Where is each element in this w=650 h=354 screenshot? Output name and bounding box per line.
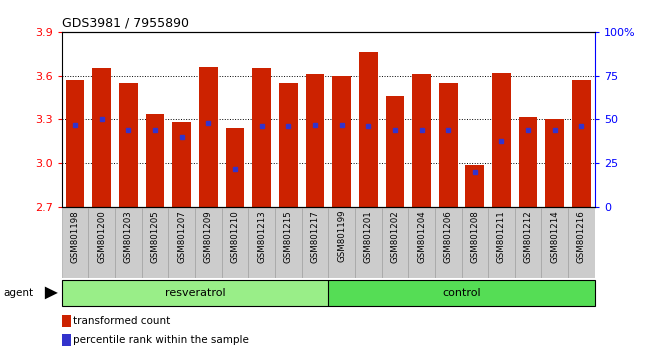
Bar [382,208,408,278]
Text: GSM801211: GSM801211 [497,210,506,263]
Bar [328,208,355,278]
Bar [62,208,88,278]
Text: transformed count: transformed count [73,316,171,326]
Bar [252,68,271,207]
Bar [492,73,511,207]
Bar [275,208,302,278]
Bar [146,114,164,207]
Bar [199,67,218,207]
Bar [465,165,484,207]
Bar [328,280,595,306]
Text: GSM801204: GSM801204 [417,210,426,263]
Bar [572,80,591,207]
Bar [545,120,564,207]
Text: GSM801207: GSM801207 [177,210,186,263]
Text: GSM801216: GSM801216 [577,210,586,263]
Bar [168,208,195,278]
Bar [435,208,462,278]
Text: GSM801217: GSM801217 [311,210,319,263]
Text: GSM801201: GSM801201 [364,210,372,263]
Bar [439,83,458,207]
Text: GSM801213: GSM801213 [257,210,266,263]
Bar [248,208,275,278]
Bar [462,208,488,278]
Bar [568,208,595,278]
Text: GSM801209: GSM801209 [204,210,213,263]
Text: GSM801205: GSM801205 [151,210,159,263]
Bar [66,80,84,207]
Bar [408,208,435,278]
Bar [172,122,191,207]
Text: GSM801200: GSM801200 [98,210,106,263]
Bar [355,208,382,278]
Bar [385,96,404,207]
Text: agent: agent [3,288,33,298]
Bar [279,83,298,207]
Bar [142,208,168,278]
Bar [515,208,541,278]
Text: GSM801203: GSM801203 [124,210,133,263]
Text: GSM801206: GSM801206 [444,210,452,263]
Bar [359,52,378,207]
Text: GSM801199: GSM801199 [337,210,346,262]
Text: control: control [442,288,481,298]
Bar [92,68,111,207]
Bar [88,208,115,278]
Bar [62,315,71,327]
Text: GSM801198: GSM801198 [71,210,79,263]
Bar [306,74,324,207]
Bar [541,208,568,278]
Text: GSM801214: GSM801214 [551,210,559,263]
Bar [195,208,222,278]
Bar [519,116,538,207]
Bar [62,334,71,346]
Text: GSM801212: GSM801212 [524,210,532,263]
Bar [412,74,431,207]
Bar [119,83,138,207]
Text: GSM801215: GSM801215 [284,210,292,263]
Bar [115,208,142,278]
Bar [62,280,328,306]
Bar [222,208,248,278]
Text: percentile rank within the sample: percentile rank within the sample [73,335,250,345]
Bar [488,208,515,278]
Text: GSM801202: GSM801202 [391,210,399,263]
Text: GDS3981 / 7955890: GDS3981 / 7955890 [62,16,188,29]
Bar [226,128,244,207]
Text: GSM801210: GSM801210 [231,210,239,263]
Bar [302,208,328,278]
Text: GSM801208: GSM801208 [471,210,479,263]
Text: resveratrol: resveratrol [164,288,226,298]
Bar [332,76,351,207]
